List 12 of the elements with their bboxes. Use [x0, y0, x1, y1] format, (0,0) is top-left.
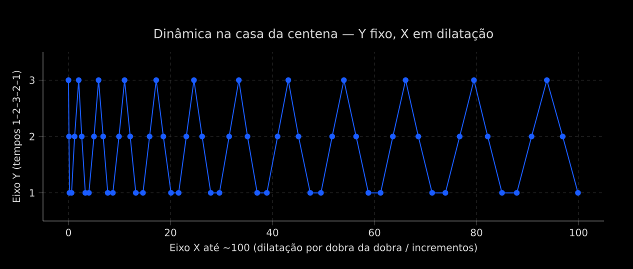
y-tick-label: 1 — [30, 189, 34, 196]
x-tick-label: 0 — [66, 228, 72, 236]
x-axis-title: Eixo X até ~100 (dilatação por dobra da dobra / incrementos) — [170, 243, 477, 254]
x-tick-label: 80 — [470, 228, 482, 236]
y-axis-title: Eixo Y (tempos 1–2–3–2–1) — [12, 70, 22, 202]
chart-title: Dinâmica na casa da centena — Y fixo, X em dilatação — [154, 28, 493, 41]
x-tick-label: 40 — [266, 228, 278, 236]
y-tick-label: 2 — [30, 132, 34, 140]
y-tick-label: 3 — [30, 76, 34, 84]
x-tick-label: 60 — [368, 228, 380, 236]
x-tick-label: 100 — [570, 228, 588, 236]
x-tick-label: 20 — [164, 228, 176, 236]
